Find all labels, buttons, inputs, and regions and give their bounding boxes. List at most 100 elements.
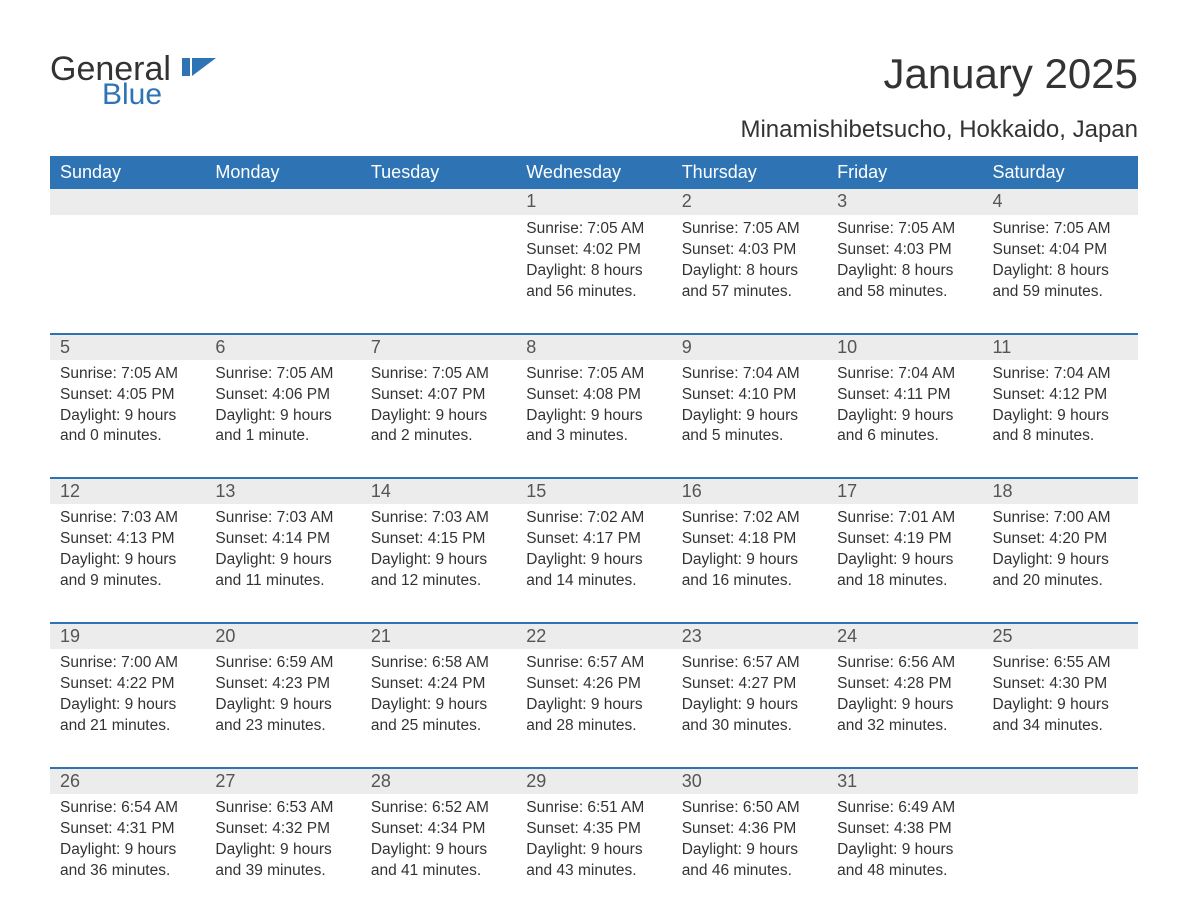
sunrise-text: Sunrise: 7:04 AM — [682, 364, 817, 385]
d1-text: Daylight: 9 hours — [837, 406, 972, 427]
d2-text: and 21 minutes. — [60, 716, 195, 737]
sunrise-text: Sunrise: 7:03 AM — [371, 508, 506, 529]
sunset-text: Sunset: 4:03 PM — [837, 240, 972, 261]
day-cell: Sunrise: 6:57 AMSunset: 4:27 PMDaylight:… — [672, 649, 827, 768]
day-number: 19 — [50, 623, 205, 649]
d1-text: Daylight: 9 hours — [371, 550, 506, 571]
d1-text: Daylight: 8 hours — [682, 261, 817, 282]
d1-text: Daylight: 9 hours — [993, 550, 1128, 571]
sunset-text: Sunset: 4:24 PM — [371, 674, 506, 695]
sunrise-text: Sunrise: 6:55 AM — [993, 653, 1128, 674]
day-number: 31 — [827, 768, 982, 794]
day-cell: Sunrise: 6:55 AMSunset: 4:30 PMDaylight:… — [983, 649, 1138, 768]
sunrise-text: Sunrise: 7:05 AM — [837, 219, 972, 240]
d2-text: and 2 minutes. — [371, 426, 506, 447]
d2-text: and 34 minutes. — [993, 716, 1128, 737]
day-cell: Sunrise: 7:04 AMSunset: 4:12 PMDaylight:… — [983, 360, 1138, 479]
d2-text: and 36 minutes. — [60, 861, 195, 882]
day-number: 4 — [983, 189, 1138, 215]
day-cell: Sunrise: 7:05 AMSunset: 4:03 PMDaylight:… — [827, 215, 982, 334]
d1-text: Daylight: 9 hours — [60, 550, 195, 571]
day-cell: Sunrise: 7:05 AMSunset: 4:06 PMDaylight:… — [205, 360, 360, 479]
day-cell: Sunrise: 7:05 AMSunset: 4:03 PMDaylight:… — [672, 215, 827, 334]
d1-text: Daylight: 9 hours — [526, 695, 661, 716]
day-number — [983, 768, 1138, 794]
day-number: 10 — [827, 334, 982, 360]
header: General Blue January 2025 — [50, 50, 1138, 110]
day-number: 13 — [205, 478, 360, 504]
d2-text: and 59 minutes. — [993, 282, 1128, 303]
d2-text: and 46 minutes. — [682, 861, 817, 882]
d2-text: and 20 minutes. — [993, 571, 1128, 592]
day-cell: Sunrise: 7:02 AMSunset: 4:18 PMDaylight:… — [672, 504, 827, 623]
day-number: 6 — [205, 334, 360, 360]
day-cell — [50, 215, 205, 334]
day-number: 27 — [205, 768, 360, 794]
day-cell: Sunrise: 6:57 AMSunset: 4:26 PMDaylight:… — [516, 649, 671, 768]
day-cell: Sunrise: 7:01 AMSunset: 4:19 PMDaylight:… — [827, 504, 982, 623]
sunrise-text: Sunrise: 6:56 AM — [837, 653, 972, 674]
sunset-text: Sunset: 4:06 PM — [215, 385, 350, 406]
sunset-text: Sunset: 4:30 PM — [993, 674, 1128, 695]
d1-text: Daylight: 9 hours — [215, 840, 350, 861]
sunset-text: Sunset: 4:38 PM — [837, 819, 972, 840]
d2-text: and 11 minutes. — [215, 571, 350, 592]
sunset-text: Sunset: 4:15 PM — [371, 529, 506, 550]
sunrise-text: Sunrise: 7:05 AM — [682, 219, 817, 240]
daynum-row: 12131415161718 — [50, 478, 1138, 504]
day-number: 22 — [516, 623, 671, 649]
day-cell: Sunrise: 7:00 AMSunset: 4:22 PMDaylight:… — [50, 649, 205, 768]
day-cell — [983, 794, 1138, 912]
sunset-text: Sunset: 4:14 PM — [215, 529, 350, 550]
sunset-text: Sunset: 4:34 PM — [371, 819, 506, 840]
sunrise-text: Sunrise: 6:58 AM — [371, 653, 506, 674]
d1-text: Daylight: 8 hours — [526, 261, 661, 282]
d2-text: and 41 minutes. — [371, 861, 506, 882]
day-cell: Sunrise: 6:59 AMSunset: 4:23 PMDaylight:… — [205, 649, 360, 768]
day-cell: Sunrise: 7:04 AMSunset: 4:10 PMDaylight:… — [672, 360, 827, 479]
data-row: Sunrise: 7:05 AMSunset: 4:02 PMDaylight:… — [50, 215, 1138, 334]
d2-text: and 1 minute. — [215, 426, 350, 447]
d1-text: Daylight: 9 hours — [993, 406, 1128, 427]
d1-text: Daylight: 9 hours — [371, 695, 506, 716]
day-number: 18 — [983, 478, 1138, 504]
col-wednesday: Wednesday — [516, 156, 671, 189]
col-friday: Friday — [827, 156, 982, 189]
d2-text: and 39 minutes. — [215, 861, 350, 882]
sunrise-text: Sunrise: 7:03 AM — [215, 508, 350, 529]
d2-text: and 58 minutes. — [837, 282, 972, 303]
sunrise-text: Sunrise: 7:05 AM — [526, 219, 661, 240]
d2-text: and 43 minutes. — [526, 861, 661, 882]
d1-text: Daylight: 9 hours — [682, 695, 817, 716]
sunrise-text: Sunrise: 7:02 AM — [682, 508, 817, 529]
d1-text: Daylight: 9 hours — [837, 550, 972, 571]
logo: General Blue — [50, 50, 216, 110]
d2-text: and 3 minutes. — [526, 426, 661, 447]
d2-text: and 14 minutes. — [526, 571, 661, 592]
d1-text: Daylight: 9 hours — [215, 695, 350, 716]
daynum-row: 262728293031 — [50, 768, 1138, 794]
d2-text: and 8 minutes. — [993, 426, 1128, 447]
location-label: Minamishibetsucho, Hokkaido, Japan — [50, 116, 1138, 144]
data-row: Sunrise: 7:05 AMSunset: 4:05 PMDaylight:… — [50, 360, 1138, 479]
logo-flag-icon — [182, 58, 216, 80]
page-title: January 2025 — [883, 50, 1138, 98]
data-row: Sunrise: 7:03 AMSunset: 4:13 PMDaylight:… — [50, 504, 1138, 623]
day-cell — [205, 215, 360, 334]
day-number — [205, 189, 360, 215]
day-cell: Sunrise: 6:58 AMSunset: 4:24 PMDaylight:… — [361, 649, 516, 768]
sunset-text: Sunset: 4:12 PM — [993, 385, 1128, 406]
day-cell: Sunrise: 7:05 AMSunset: 4:02 PMDaylight:… — [516, 215, 671, 334]
day-number: 14 — [361, 478, 516, 504]
sunset-text: Sunset: 4:07 PM — [371, 385, 506, 406]
sunset-text: Sunset: 4:13 PM — [60, 529, 195, 550]
sunset-text: Sunset: 4:23 PM — [215, 674, 350, 695]
day-number: 15 — [516, 478, 671, 504]
d1-text: Daylight: 9 hours — [215, 406, 350, 427]
sunrise-text: Sunrise: 6:53 AM — [215, 798, 350, 819]
day-cell: Sunrise: 7:05 AMSunset: 4:05 PMDaylight:… — [50, 360, 205, 479]
day-number: 26 — [50, 768, 205, 794]
d1-text: Daylight: 9 hours — [60, 695, 195, 716]
sunrise-text: Sunrise: 6:57 AM — [682, 653, 817, 674]
day-number: 21 — [361, 623, 516, 649]
